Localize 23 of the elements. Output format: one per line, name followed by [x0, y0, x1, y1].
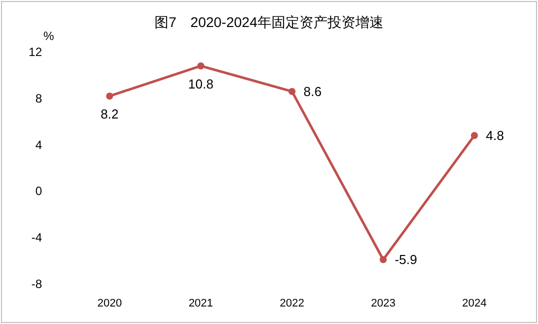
point	[380, 256, 387, 264]
y-tick-label: -4	[31, 230, 42, 245]
x-tick-label: 2020	[97, 298, 122, 310]
x-tick-label: 2021	[188, 298, 214, 310]
x-tick-label: 2022	[280, 298, 304, 310]
chart-title: 图7 2020-2024年固定资产投资增速	[154, 14, 384, 30]
data-label: -5.9	[394, 252, 418, 268]
data-label: 10.8	[188, 76, 214, 92]
y-tick-label: 4	[35, 138, 42, 152]
x-tick-label: 2024	[462, 298, 487, 310]
y-tick-label: 12	[28, 45, 42, 59]
data-label: 4.8	[486, 128, 504, 144]
point	[197, 62, 204, 70]
point	[106, 92, 114, 100]
data-label: 8.2	[100, 106, 119, 122]
y-tick-label: -8	[31, 277, 42, 291]
point	[288, 88, 296, 95]
point	[470, 132, 478, 140]
y-tick-label: 8	[35, 91, 42, 106]
y-tick-label: 0	[35, 184, 42, 198]
data-label: 8.6	[304, 84, 322, 99]
y-axis-title: %	[43, 29, 54, 43]
x-tick-label: 2023	[370, 298, 396, 310]
